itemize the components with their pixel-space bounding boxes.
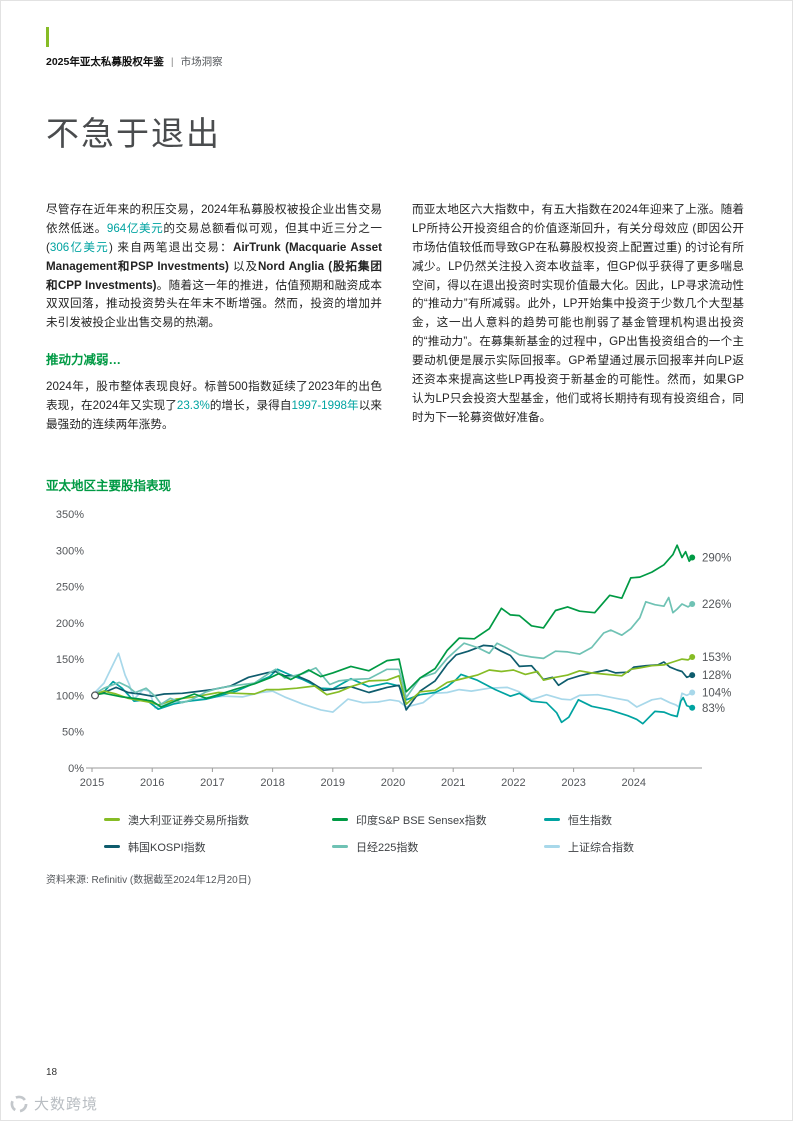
header-section-label: 市场洞察 xyxy=(180,56,223,68)
legend-swatch xyxy=(332,845,348,849)
legend-item: 澳大利亚证券交易所指数 xyxy=(104,812,332,828)
legend-swatch xyxy=(104,818,120,822)
text-run: 的增长，录得自 xyxy=(209,399,292,413)
page-header: 2025年亚太私募股权年鉴 | 市场洞察 xyxy=(46,27,744,69)
line-end-dot-5 xyxy=(689,689,696,696)
x-tick-label: 2015 xyxy=(80,777,104,789)
y-tick-label: 100% xyxy=(56,690,84,702)
legend-item: 韩国KOSPI指数 xyxy=(104,839,332,855)
end-value-label: 290% xyxy=(702,552,731,564)
legend-item: 恒生指数 xyxy=(544,812,744,828)
line-end-dot-3 xyxy=(689,672,696,679)
y-tick-label: 300% xyxy=(56,545,84,557)
chart-line-0 xyxy=(91,656,694,706)
watermark: 大数跨境 xyxy=(9,1093,98,1114)
end-value-label: 128% xyxy=(702,670,731,682)
y-tick-label: 250% xyxy=(56,581,84,593)
page-number: 18 xyxy=(46,1067,58,1078)
article-body: 尽管存在近年来的积压交易，2024年私募股权被投企业出售交易依然低迷。964亿美… xyxy=(46,201,744,435)
line-end-dot-2 xyxy=(689,704,696,711)
end-value-label: 104% xyxy=(702,687,731,699)
text-run: 2024年，股市整体表现良好。标普500指数延续了2023年的出色表现，在202… xyxy=(46,380,382,413)
highlighted-number: 1997-1998年 xyxy=(291,399,359,413)
y-tick-label: 200% xyxy=(56,618,84,630)
x-tick-label: 2020 xyxy=(381,777,405,789)
highlighted-number: 964亿美元 xyxy=(106,221,164,235)
legend-label: 印度S&P BSE Sensex指数 xyxy=(356,814,487,827)
left-column: 尽管存在近年来的积压交易，2024年私募股权被投企业出售交易依然低迷。964亿美… xyxy=(46,201,382,435)
watermark-text: 大数跨境 xyxy=(34,1096,99,1113)
highlighted-number: 23.3% xyxy=(176,399,210,413)
source-note: 资料来源: Refinitiv (数据截至2024年12月20日) xyxy=(46,874,252,886)
legend-swatch xyxy=(332,818,348,822)
legend-swatch xyxy=(104,845,120,849)
legend-label: 澳大利亚证券交易所指数 xyxy=(128,814,249,827)
chart-title: 亚太地区主要股指表现 xyxy=(46,478,172,493)
paragraph-indices: 而亚太地区六大指数中，有五大指数在2024年迎来了上涨。随着LP所持公开投资组合… xyxy=(412,203,744,424)
legend-label: 上证综合指数 xyxy=(568,841,634,854)
index-performance-line-chart: 2015 2016 2017 2018 2019 2020 2021 2022 2023 2024… xyxy=(56,509,732,789)
y-tick-label: 150% xyxy=(56,654,84,666)
legend-item: 日经225指数 xyxy=(332,839,544,855)
end-value-label: 226% xyxy=(702,599,731,611)
chart-line-4 xyxy=(91,596,694,705)
legend-item: 上证综合指数 xyxy=(544,839,744,855)
line-end-dot-0 xyxy=(689,653,696,660)
right-column: 而亚太地区六大指数中，有五大指数在2024年迎来了上涨。随着LP所持公开投资组合… xyxy=(412,201,744,435)
line-end-dot-4 xyxy=(689,600,696,607)
paragraph-intro: 尽管存在近年来的积压交易，2024年私募股权被投企业出售交易依然低迷。964亿美… xyxy=(46,201,382,333)
report-title: 2025年亚太私募股权年鉴 xyxy=(46,56,164,68)
text-run: Nord Anglia (股拓集团和CPP Investments) xyxy=(46,259,382,292)
y-tick-label: 50% xyxy=(62,727,84,739)
legend-label: 日经225指数 xyxy=(356,841,419,854)
figure-index-performance: 亚太地区主要股指表现 2015 2016 2017 2018 2019 2020 2021 2… xyxy=(46,475,744,886)
chart-line-2 xyxy=(91,668,694,725)
legend-swatch xyxy=(544,845,560,849)
legend-item: 印度S&P BSE Sensex指数 xyxy=(332,812,544,828)
legend-label: 韩国KOSPI指数 xyxy=(128,841,206,854)
legend-label: 恒生指数 xyxy=(568,814,612,827)
watermark-logo-icon xyxy=(10,1095,28,1112)
legend-swatch xyxy=(544,818,560,822)
end-value-label: 83% xyxy=(702,703,725,715)
subheading-momentum: 推动力减弱… xyxy=(46,353,122,368)
x-tick-label: 2018 xyxy=(260,777,284,789)
paragraph-markets: 2024年，股市整体表现良好。标普500指数延续了2023年的出色表现，在202… xyxy=(46,378,382,435)
line-end-dot-1 xyxy=(689,554,696,561)
header-line: 2025年亚太私募股权年鉴 | 市场洞察 xyxy=(46,54,744,69)
text-run: 以及 xyxy=(228,259,258,273)
page-title: 不急于退出 xyxy=(46,115,221,152)
x-tick-label: 2019 xyxy=(321,777,345,789)
x-tick-label: 2023 xyxy=(561,777,585,789)
x-tick-label: 2017 xyxy=(200,777,224,789)
highlighted-number: 306亿美元 xyxy=(49,240,110,254)
start-marker xyxy=(91,691,100,700)
header-accent-bar xyxy=(46,27,49,47)
y-tick-label: 0% xyxy=(68,763,84,775)
text-run: ) 来自两笔退出交易： xyxy=(109,240,234,254)
text-run: 以来最强劲的连续两年涨势。 xyxy=(46,399,382,432)
x-tick-label: 2016 xyxy=(140,777,164,789)
header-divider: | xyxy=(170,55,174,68)
end-value-label: 153% xyxy=(702,652,731,664)
chart-line-1 xyxy=(91,544,694,708)
x-tick-label: 2022 xyxy=(501,777,525,789)
x-tick-label: 2024 xyxy=(622,777,646,789)
y-tick-label: 350% xyxy=(56,509,84,521)
text-run: AirTrunk (Macquarie Asset Management和PSP… xyxy=(46,240,382,273)
text-run: 尽管存在近年来的积压交易，2024年私募股权被投企业出售交易依然低迷。 xyxy=(46,203,382,235)
chart-legend: 澳大利亚证券交易所指数 印度S&P BSE Sensex指数 恒生指数韩国KOSPI… xyxy=(46,812,744,855)
text-run: 。随着这一年的推进，估值预期和融资成本双双回落，推动投资势头在年末不断增强。然而… xyxy=(46,278,382,330)
x-tick-label: 2021 xyxy=(441,777,465,789)
text-run: 的交易总额看似可观，但其中近三分之一 ( xyxy=(46,221,382,254)
